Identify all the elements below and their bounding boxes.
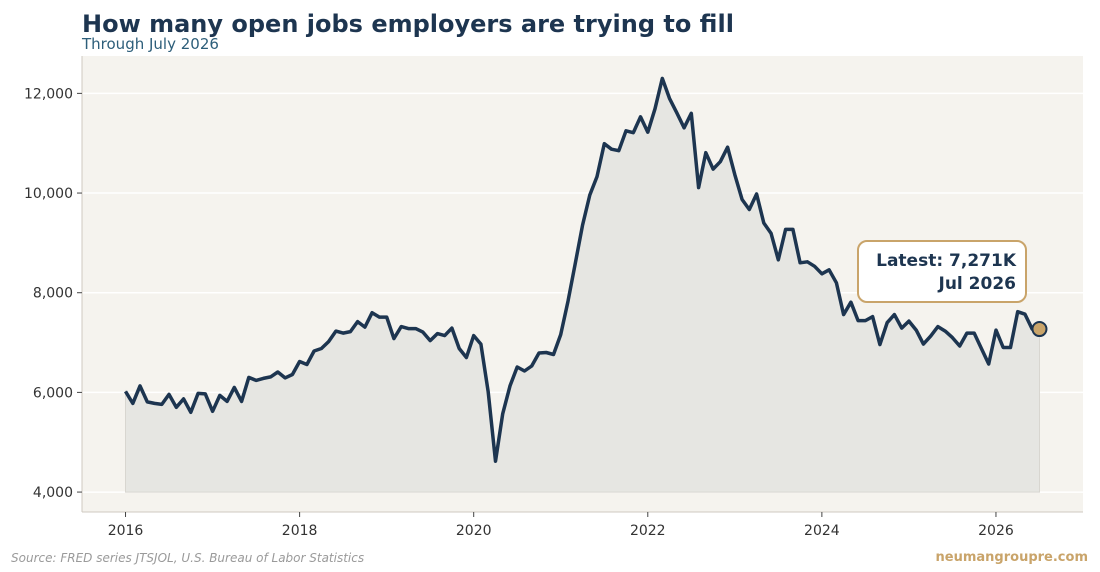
x-tick-label: 2022	[630, 523, 666, 539]
callout-date: Jul 2026	[938, 274, 1017, 294]
x-tick-label: 2016	[108, 523, 144, 539]
brand-link[interactable]: neumangroupre.com	[935, 550, 1088, 565]
source-note: Source: FRED series JTSJOL, U.S. Bureau …	[11, 551, 365, 565]
latest-callout: Latest: 7,271K Jul 2026	[857, 240, 1027, 303]
callout-value: Latest: 7,271K	[876, 251, 1017, 271]
y-tick-label: 10,000	[24, 186, 73, 202]
chart-subtitle: Through July 2026	[82, 35, 219, 53]
x-tick-label: 2024	[804, 523, 840, 539]
y-axis-ticks: 4,000 6,000 8,000 10,000 12,000	[24, 86, 82, 501]
x-tick-label: 2018	[282, 523, 318, 539]
axes	[81, 56, 1083, 513]
y-tick-label: 4,000	[33, 485, 73, 501]
y-tick-label: 6,000	[33, 385, 73, 401]
chart-title: How many open jobs employers are trying …	[82, 10, 734, 38]
latest-point-marker	[1031, 321, 1048, 338]
x-tick-label: 2026	[978, 523, 1014, 539]
series-line	[124, 76, 1040, 463]
y-tick-label: 8,000	[33, 286, 73, 302]
callout-box	[857, 240, 1027, 303]
x-tick-label: 2020	[456, 523, 492, 539]
y-tick-label: 12,000	[24, 86, 73, 102]
x-axis-ticks: 2016 2018 2020 2022 2024 2026	[108, 512, 1014, 539]
